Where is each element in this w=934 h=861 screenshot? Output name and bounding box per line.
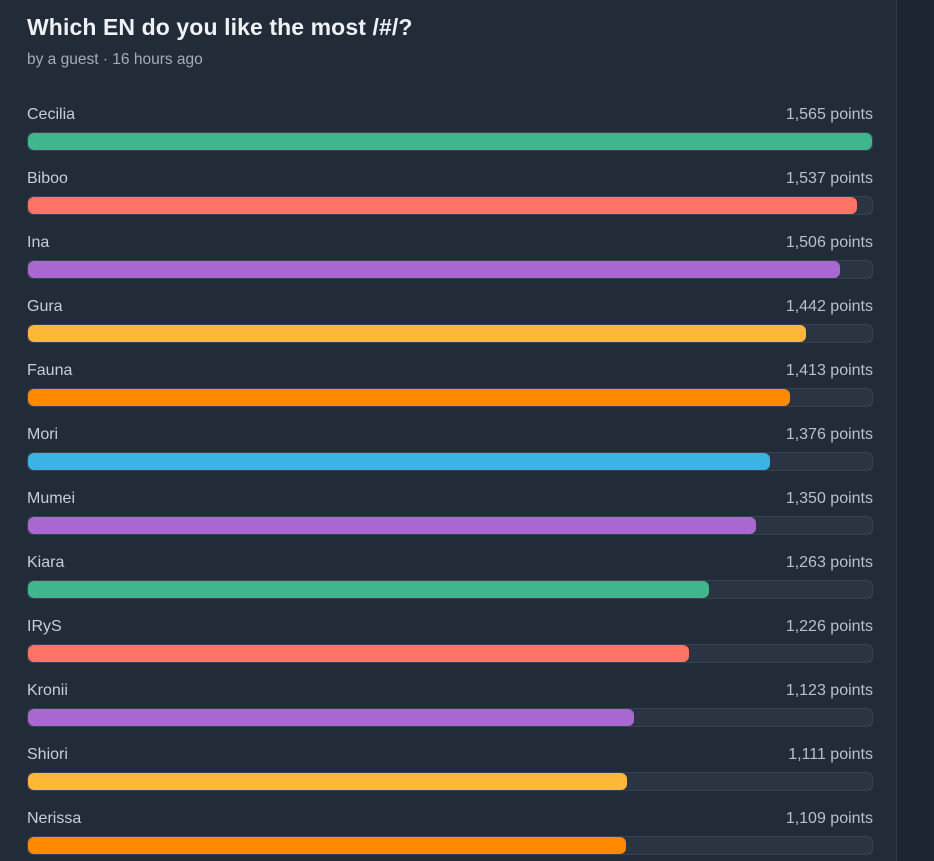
option-label: Mori: [27, 426, 59, 443]
result-bar-track: [27, 324, 873, 343]
poll-meta: by a guest · 16 hours ago: [27, 51, 203, 68]
option-points: 1,111 points: [788, 746, 873, 763]
result-bar-fill: [28, 261, 841, 278]
result-bar-fill: [28, 773, 628, 790]
result-bar-track: [27, 452, 873, 471]
option-label: Mumei: [27, 490, 76, 507]
result-bar-track: [27, 260, 873, 279]
option-points: 1,506 points: [785, 234, 873, 251]
poll-option: Ina 1,506 points: [27, 234, 873, 298]
poll-options-list: Cecilia 1,565 points Biboo 1,537 points …: [27, 106, 873, 861]
option-points: 1,537 points: [785, 170, 873, 187]
option-label: Ina: [27, 234, 50, 251]
option-points: 1,109 points: [785, 810, 873, 827]
poll-option: Shiori 1,111 points: [27, 746, 873, 810]
result-bar-fill: [28, 645, 690, 662]
option-label: Cecilia: [27, 106, 76, 123]
option-label: Fauna: [27, 362, 73, 379]
option-points: 1,442 points: [785, 298, 873, 315]
option-label: Biboo: [27, 170, 68, 187]
result-bar-track: [27, 516, 873, 535]
poll-option: Mori 1,376 points: [27, 426, 873, 490]
result-bar-fill: [28, 453, 771, 470]
result-bar-track: [27, 708, 873, 727]
poll-option: Gura 1,442 points: [27, 298, 873, 362]
option-label: Shiori: [27, 746, 68, 763]
option-points: 1,226 points: [785, 618, 873, 635]
result-bar-fill: [28, 325, 806, 342]
option-label: Kiara: [27, 554, 65, 571]
option-points: 1,123 points: [785, 682, 873, 699]
poll-option: Kronii 1,123 points: [27, 682, 873, 746]
option-label: Nerissa: [27, 810, 82, 827]
result-bar-track: [27, 836, 873, 855]
option-points: 1,376 points: [785, 426, 873, 443]
result-bar-fill: [28, 133, 872, 150]
result-bar-fill: [28, 197, 857, 214]
result-bar-track: [27, 132, 873, 151]
option-points: 1,413 points: [785, 362, 873, 379]
result-bar-track: [27, 644, 873, 663]
poll-option: Biboo 1,537 points: [27, 170, 873, 234]
result-bar-fill: [28, 389, 791, 406]
option-label: Kronii: [27, 682, 68, 699]
result-bar-fill: [28, 517, 757, 534]
option-label: IRyS: [27, 618, 62, 635]
option-points: 1,350 points: [785, 490, 873, 507]
result-bar-track: [27, 388, 873, 407]
result-bar-track: [27, 772, 873, 791]
result-bar-fill: [28, 581, 710, 598]
poll-title: Which EN do you like the most /#/?: [27, 14, 413, 40]
result-bar-fill: [28, 837, 627, 854]
result-bar-fill: [28, 709, 634, 726]
result-bar-track: [27, 196, 873, 215]
poll-option: Cecilia 1,565 points: [27, 106, 873, 170]
poll-results-card: Which EN do you like the most /#/? by a …: [27, 0, 897, 861]
result-bar-track: [27, 580, 873, 599]
option-label: Gura: [27, 298, 63, 315]
side-panel: [898, 0, 934, 861]
option-points: 1,263 points: [785, 554, 873, 571]
poll-option: Fauna 1,413 points: [27, 362, 873, 426]
poll-option: IRyS 1,226 points: [27, 618, 873, 682]
poll-option: Nerissa 1,109 points: [27, 810, 873, 861]
option-points: 1,565 points: [785, 106, 873, 123]
poll-option: Kiara 1,263 points: [27, 554, 873, 618]
poll-option: Mumei 1,350 points: [27, 490, 873, 554]
